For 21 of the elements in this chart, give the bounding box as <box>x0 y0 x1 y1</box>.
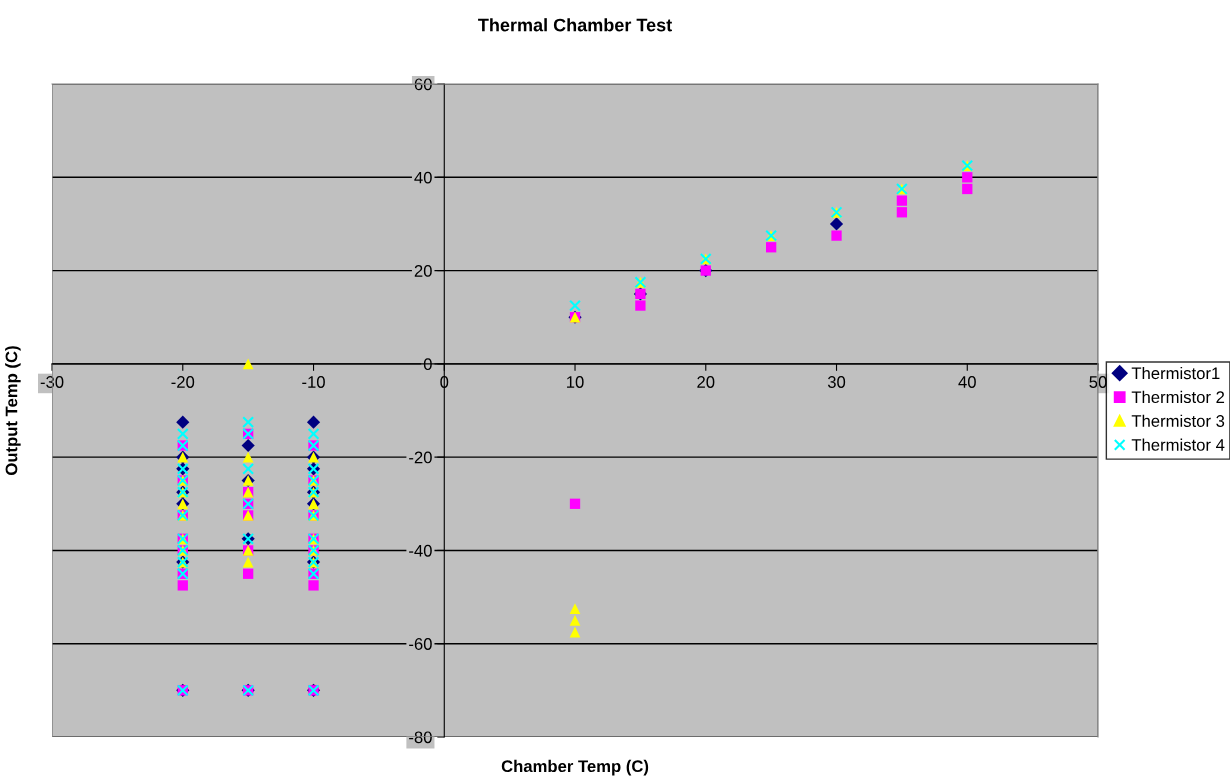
y-tick-label: -40 <box>409 544 432 557</box>
y-axis-title: Output Temp (C) <box>5 346 21 475</box>
x-tick-label: -20 <box>171 376 195 388</box>
x-tick-label: 40 <box>958 376 976 388</box>
y-tick-label: -60 <box>409 638 432 650</box>
x-tick-label: -30 <box>40 376 64 388</box>
legend-label: Thermistor 3 <box>1131 414 1225 427</box>
y-tick-label: 60 <box>414 78 432 91</box>
x-tick-label: 10 <box>567 376 584 388</box>
legend-label: Thermistor 4 <box>1131 438 1225 451</box>
x-tick-label: 20 <box>697 376 715 388</box>
x-axis-title: Chamber Temp (C) <box>501 759 649 776</box>
y-tick-label: -80 <box>409 731 432 744</box>
legend-label: Thermistor 2 <box>1131 390 1225 404</box>
legend-label: Thermistor1 <box>1131 366 1220 380</box>
x-tick-label: -10 <box>302 376 325 388</box>
x-tick-label: 30 <box>827 376 846 388</box>
y-tick-label: 20 <box>414 264 432 277</box>
chart-title: Thermal Chamber Test <box>478 18 672 32</box>
y-tick-label: 40 <box>414 171 432 184</box>
y-tick-label: -20 <box>409 451 432 464</box>
